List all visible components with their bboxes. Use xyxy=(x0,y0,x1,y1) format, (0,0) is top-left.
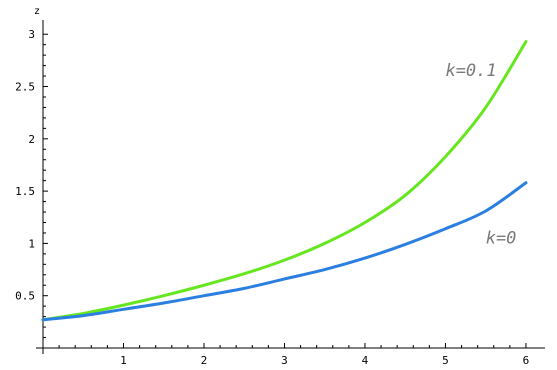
y-axis-label: z xyxy=(34,6,40,17)
x-tick-label: 5 xyxy=(442,354,449,367)
x-tick-label: 1 xyxy=(120,354,127,367)
annotation-k-0: k=0 xyxy=(486,228,517,248)
x-tick-label: 3 xyxy=(281,354,288,367)
x-tick-label: 4 xyxy=(362,354,369,367)
y-tick-label: 1.5 xyxy=(15,185,35,198)
series-line-k-0 xyxy=(41,181,528,322)
y-tick-label: 2.5 xyxy=(15,81,35,94)
series xyxy=(41,40,528,322)
x-tick-label: 6 xyxy=(523,354,530,367)
ticks xyxy=(43,33,527,348)
series-line-k-0-1 xyxy=(41,40,528,322)
labels: 1 2 3 4 5 6 0.5 1 1.5 2 2.5 3 z k=0.1 k=0 xyxy=(15,6,529,367)
x-tick-label: 2 xyxy=(201,354,208,367)
y-tick-label: 3 xyxy=(28,28,35,41)
annotation-k-0-1: k=0.1 xyxy=(445,61,496,81)
y-tick-label: 2 xyxy=(28,133,35,146)
y-tick-label: 0.5 xyxy=(15,290,35,303)
y-tick-label: 1 xyxy=(28,237,35,250)
